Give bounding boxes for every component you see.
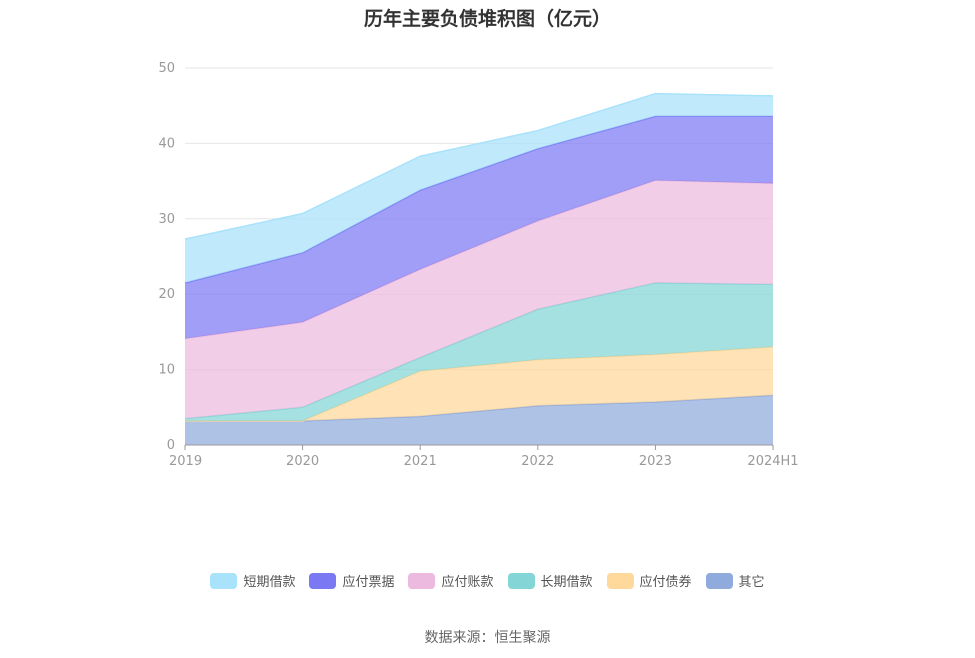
legend-swatch — [507, 572, 535, 589]
y-tick-label: 20 — [158, 287, 175, 302]
legend-item[interactable]: 其它 — [705, 571, 765, 590]
chart-legend: 短期借款 应付票据 应付账款 长期借款 应付债券 其它 — [0, 571, 975, 590]
legend-item[interactable]: 长期借款 — [507, 571, 593, 590]
data-source: 数据来源：恒生聚源 — [424, 630, 551, 646]
y-tick-label: 30 — [158, 212, 175, 227]
legend-label: 应付债券 — [639, 575, 692, 590]
x-tick-label: 2024H1 — [747, 454, 798, 469]
legend-swatch — [606, 572, 634, 589]
legend-swatch — [408, 572, 436, 589]
legend-label: 应付票据 — [342, 575, 395, 590]
legend-item[interactable]: 短期借款 — [210, 571, 295, 590]
legend-item[interactable]: 应付账款 — [408, 571, 494, 590]
series-line-应付账款 — [184, 179, 774, 340]
legend-item[interactable]: 应付债券 — [606, 571, 692, 590]
y-tick-label: 40 — [158, 136, 175, 151]
area-应付账款 — [185, 180, 773, 419]
chart-title: 历年主要负债堆积图（亿元） — [363, 8, 611, 30]
x-tick-label: 2019 — [169, 454, 202, 469]
x-tick-label: 2021 — [404, 454, 437, 469]
legend-label: 短期借款 — [243, 575, 296, 590]
y-tick-label: 50 — [158, 61, 175, 76]
legend-swatch — [309, 572, 337, 589]
legend-label: 应付账款 — [441, 575, 494, 590]
area-长期借款 — [185, 282, 773, 421]
y-tick-label: 0 — [167, 438, 175, 453]
series-line-短期借款 — [184, 92, 774, 240]
legend-swatch — [705, 572, 733, 589]
legend-label: 其它 — [738, 575, 765, 590]
x-tick-label: 2020 — [286, 454, 319, 469]
area-短期借款 — [185, 93, 773, 283]
legend-swatch — [210, 572, 238, 589]
area-其它 — [185, 395, 773, 445]
x-tick-label: 2022 — [521, 454, 554, 469]
legend-item[interactable]: 应付票据 — [309, 571, 394, 590]
area-应付票据 — [185, 116, 773, 339]
y-tick-label: 10 — [158, 363, 175, 378]
legend-label: 长期借款 — [540, 575, 593, 590]
area-应付债券 — [185, 346, 773, 421]
x-tick-label: 2023 — [639, 454, 672, 469]
stacked-area-chart: 0 10 20 30 40 50 2019 2020 2021 2022 2023 2024H1 — [158, 61, 798, 469]
